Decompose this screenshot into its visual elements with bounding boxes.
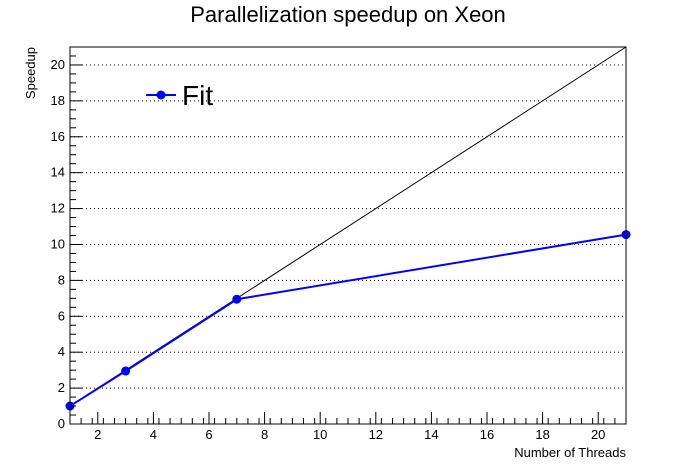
y-tick-label: 16 — [51, 129, 65, 144]
y-tick-label: 0 — [58, 416, 65, 431]
y-tick-label: 8 — [58, 272, 65, 287]
x-axis-label: Number of Threads — [514, 445, 626, 460]
y-tick-label: 18 — [51, 93, 65, 108]
x-tick-label: 10 — [313, 427, 327, 442]
data-point — [121, 366, 131, 376]
x-tick-label: 8 — [261, 427, 268, 442]
y-tick-label: 10 — [51, 236, 65, 251]
y-axis-label: Speedup — [23, 47, 38, 99]
x-tick-label: 14 — [424, 427, 438, 442]
y-tick-label: 2 — [58, 380, 65, 395]
x-tick-label: 2 — [94, 427, 101, 442]
chart-title: Parallelization speedup on Xeon — [190, 2, 506, 27]
legend-marker — [156, 90, 166, 100]
axis-ticks: 0 2 4 6 8 10 12 14 16 18 20 2 4 6 8 10 12 14 16 18 20 — [51, 46, 627, 442]
x-tick-label: 4 — [150, 427, 157, 442]
y-tick-label: 12 — [51, 201, 65, 216]
legend: Fit — [146, 80, 213, 111]
x-tick-label: 18 — [535, 427, 549, 442]
legend-label: Fit — [182, 80, 213, 111]
y-tick-label: 4 — [58, 344, 65, 359]
y-tick-label: 20 — [51, 57, 65, 72]
x-tick-label: 12 — [369, 427, 383, 442]
grid-lines — [70, 64, 626, 389]
y-tick-label: 14 — [51, 165, 65, 180]
x-tick-label: 16 — [480, 427, 494, 442]
series-line — [69, 233, 627, 407]
y-tick-label: 6 — [58, 308, 65, 323]
x-tick-label: 20 — [591, 427, 605, 442]
x-tick-label: 6 — [205, 427, 212, 442]
data-point — [232, 294, 242, 304]
